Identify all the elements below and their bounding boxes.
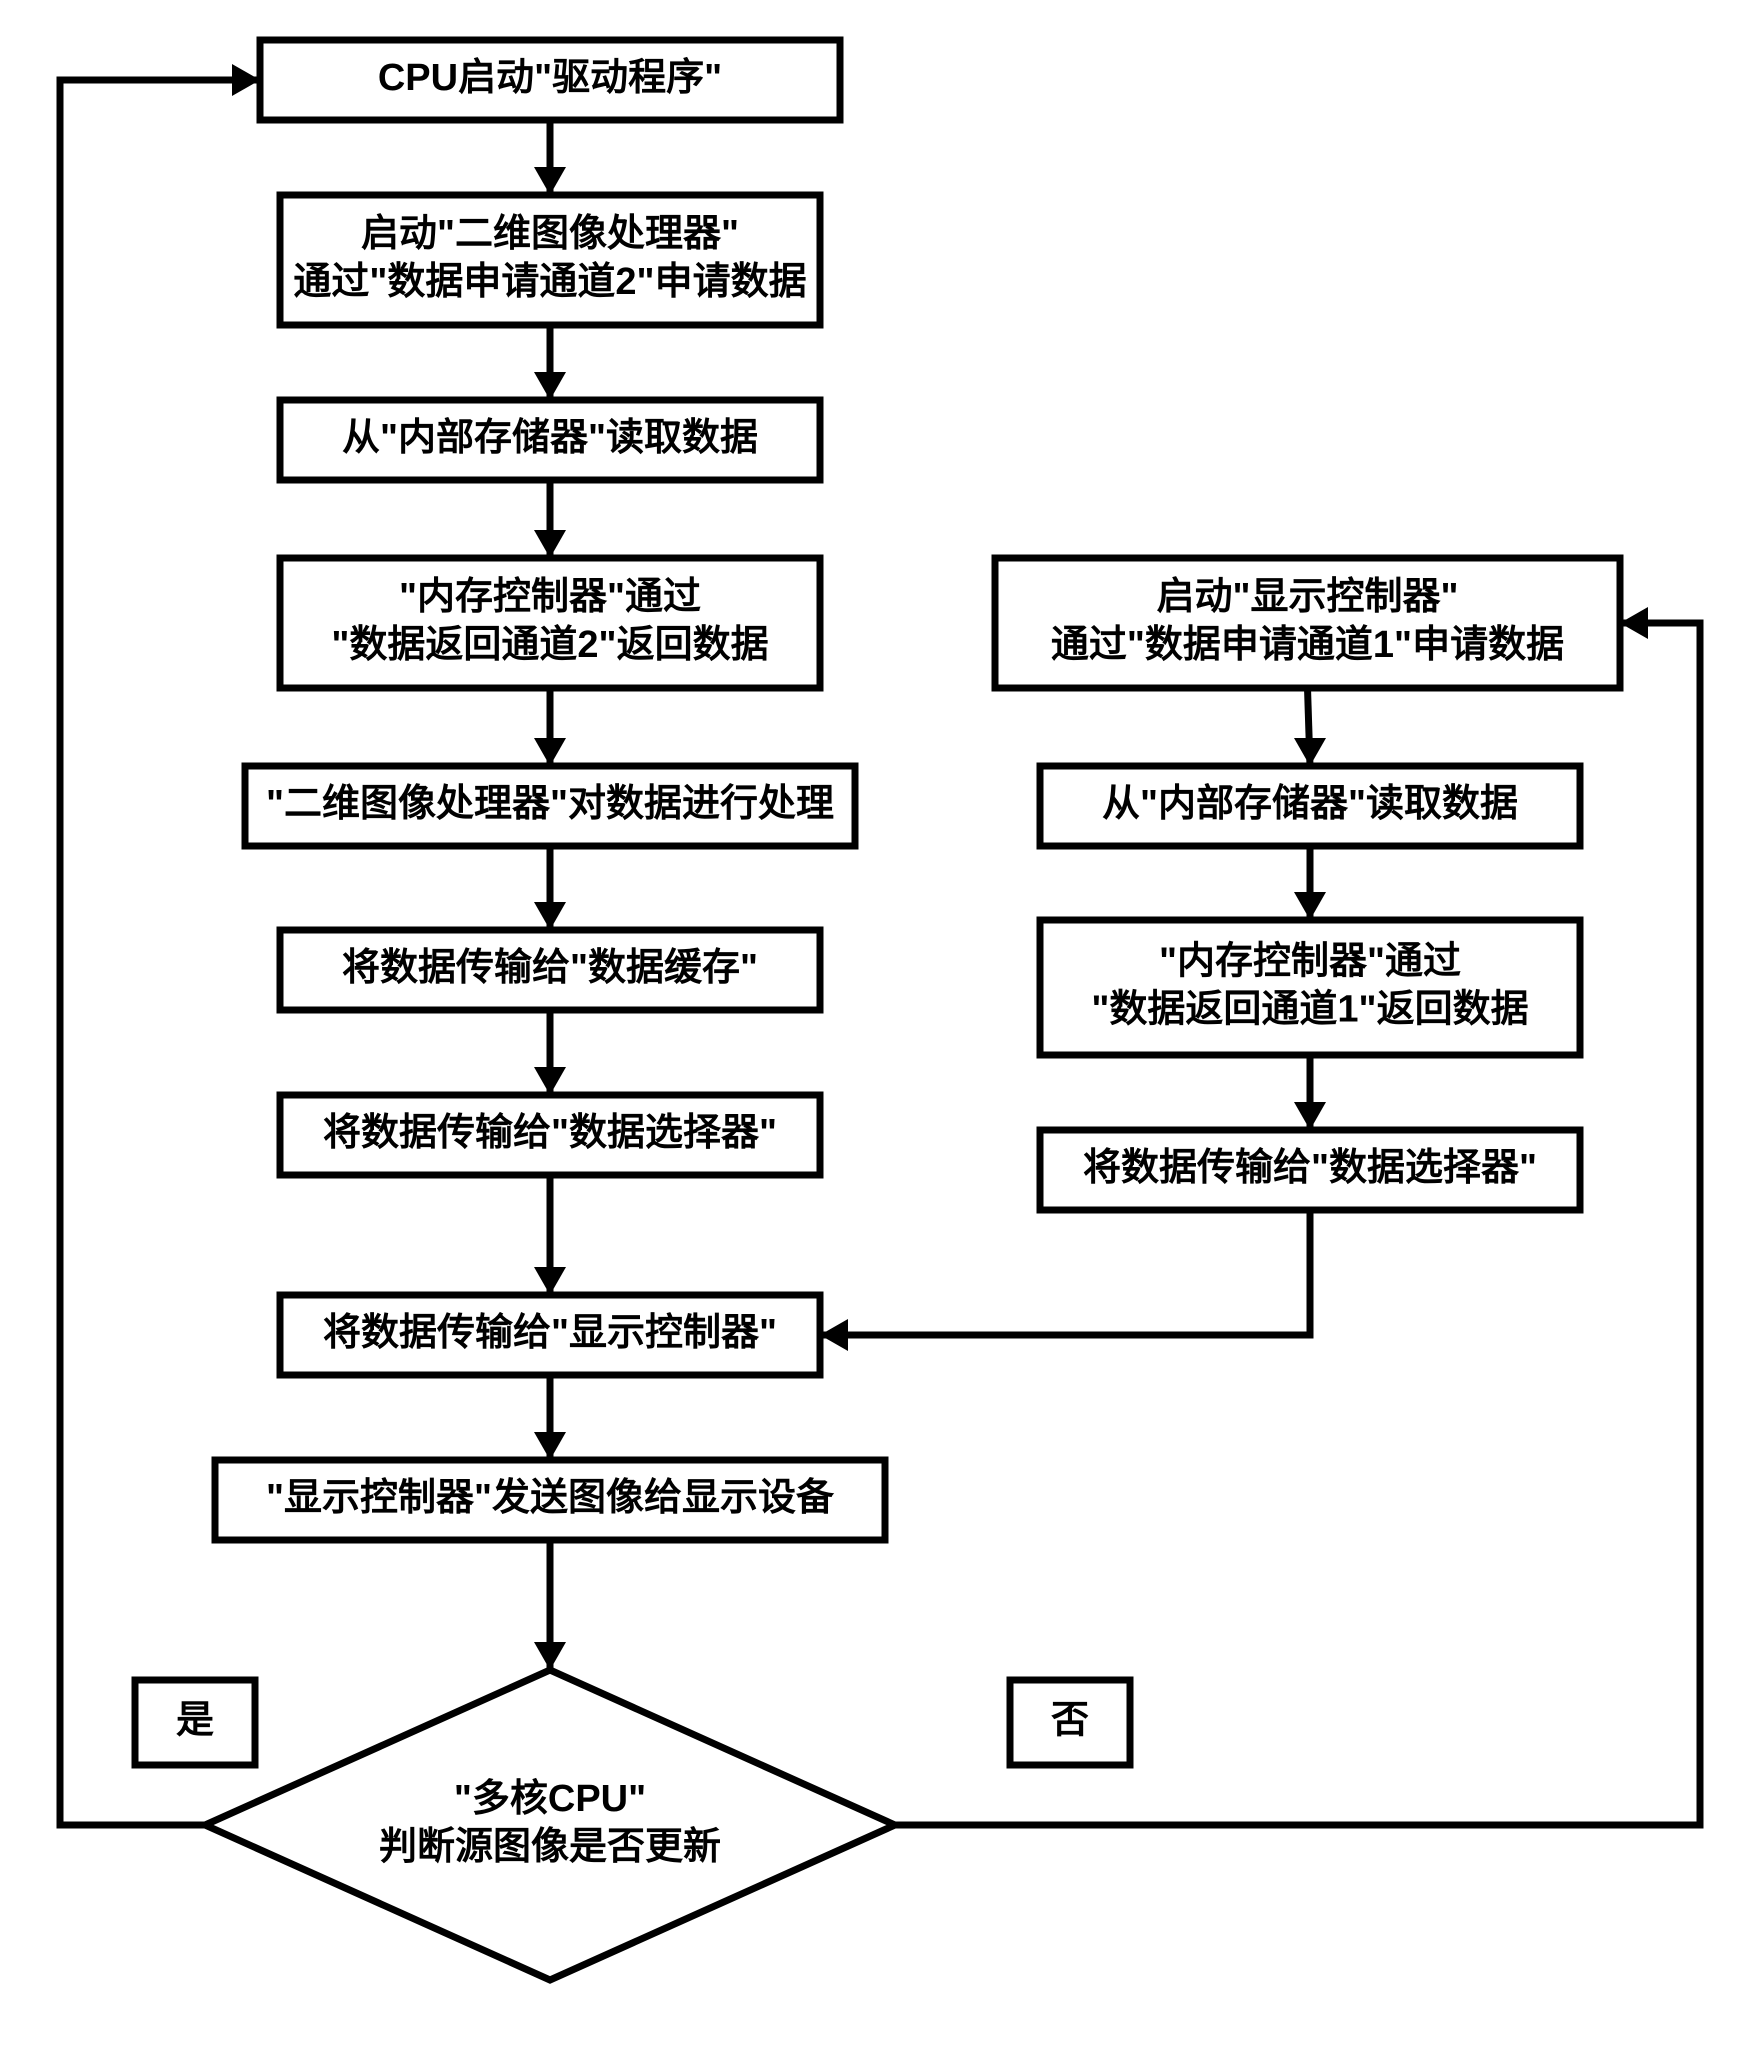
flow-node-text: 启动"显示控制器" [1156, 576, 1458, 618]
flow-node-text: "内存控制器"通过 [1159, 941, 1461, 983]
flow-node-text: 将数据传输给"数据选择器" [323, 1112, 777, 1154]
flow-node-text: 将数据传输给"显示控制器" [323, 1312, 777, 1354]
flow-decision-dec [205, 1670, 895, 1980]
flow-node-text: 从"内部存储器"读取数据 [1102, 783, 1518, 825]
flow-node-text: 将数据传输给"数据缓存" [342, 947, 758, 989]
flow-node-text: 否 [1051, 1700, 1089, 1742]
flow-node-text: "数据返回通道2"返回数据 [331, 624, 768, 666]
flow-node-text: "内存控制器"通过 [399, 576, 701, 618]
flow-node-text: 从"内部存储器"读取数据 [342, 417, 758, 459]
flow-node-text: 通过"数据申请通道2"申请数据 [293, 261, 806, 303]
flow-node-text: "数据返回通道1"返回数据 [1091, 989, 1528, 1031]
flow-node-text: 通过"数据申请通道1"申请数据 [1051, 624, 1564, 666]
flow-node-text: "二维图像处理器"对数据进行处理 [266, 783, 834, 825]
flow-node-text: 将数据传输给"数据选择器" [1083, 1147, 1537, 1189]
flow-decision-text: "多核CPU" [454, 1778, 646, 1820]
flow-node-text: 是 [176, 1700, 214, 1742]
flow-node-text: 启动"二维图像处理器" [361, 213, 739, 255]
flow-decision-text: 判断源图像是否更新 [379, 1826, 721, 1868]
flow-node-text: "显示控制器"发送图像给显示设备 [266, 1477, 835, 1519]
flow-node-text: CPU启动"驱动程序" [378, 57, 722, 99]
